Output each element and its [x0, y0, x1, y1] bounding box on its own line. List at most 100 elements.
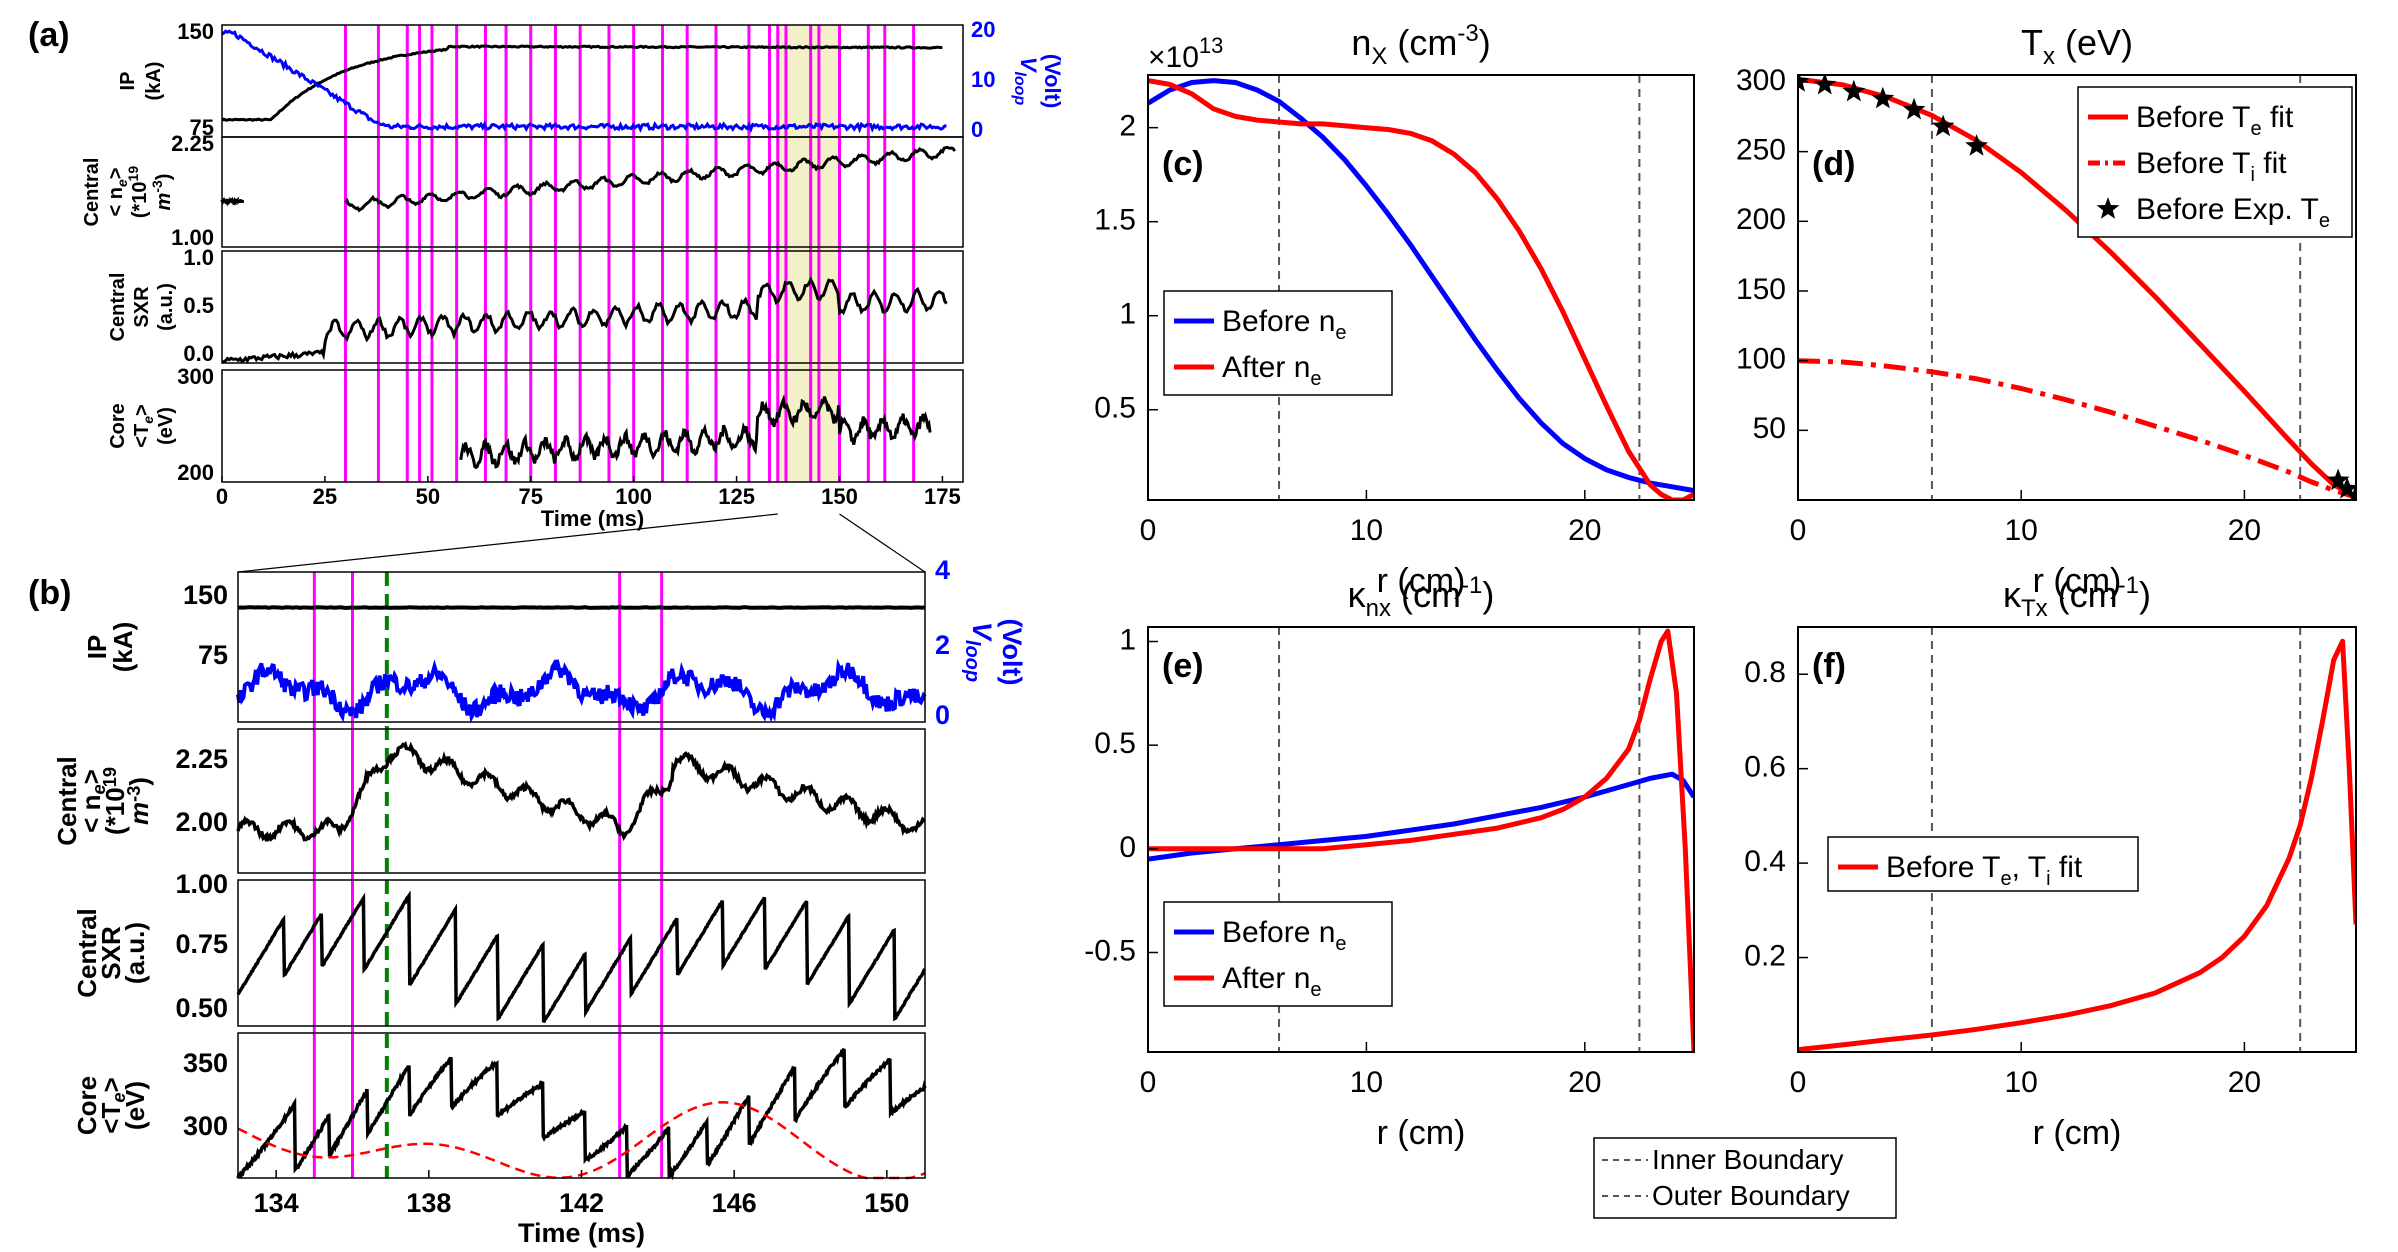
ytick-label: 75 [190, 115, 214, 140]
ytick-label: 0.6 [1744, 751, 1786, 784]
text-span: V [967, 622, 997, 642]
boundary-legend: Inner Boundary Outer Boundary [1593, 1137, 1897, 1219]
y2tick-label: 10 [971, 67, 995, 92]
subplot-frame [237, 879, 926, 1027]
ytick-label: 0.2 [1744, 939, 1786, 972]
text-span: loop [1011, 71, 1028, 105]
data-point-star [1902, 97, 1926, 120]
ytick-label: 0.4 [1744, 845, 1786, 878]
y-axis-label: < ne> [76, 769, 109, 833]
xtick-label: 0 [1790, 1066, 1807, 1099]
text-span: fit [2262, 101, 2294, 134]
y2-axis-unit: (Volt) [997, 619, 1027, 686]
xtick-label: 75 [519, 484, 543, 509]
ytick-label: 0 [1119, 831, 1136, 864]
text-span: , T [2012, 851, 2046, 884]
xtick-label: 150 [821, 484, 858, 509]
legend-label: Before ne [1222, 916, 1347, 955]
legend-label: After ne [1222, 962, 1322, 1001]
y-axis-label: Central [72, 908, 102, 998]
text-span: (*10 [129, 181, 151, 218]
y-axis-unit: m-3) [124, 777, 154, 825]
panel-label: (e) [1162, 647, 1204, 685]
xtick-label: 10 [2005, 1066, 2038, 1099]
ytick-label: 250 [1736, 134, 1786, 167]
ytick-label: 0.75 [175, 929, 228, 959]
y-axis-label: <Te> [96, 1077, 129, 1133]
y-axis-unit: (a.u.) [120, 922, 150, 984]
legend-label: Outer Boundary [1652, 1180, 1850, 1211]
legend-label: Before Te fit [2136, 101, 2294, 140]
panel-label: (f) [1812, 647, 1846, 685]
text-span: κ [2003, 574, 2022, 615]
xtick-label: 146 [712, 1188, 757, 1218]
sxr-trace [221, 276, 948, 364]
text-span: (a) [28, 16, 70, 54]
ytick-label: 300 [177, 364, 214, 389]
vloop-trace [221, 29, 947, 134]
subplot-frame [221, 24, 964, 138]
y2-axis-unit: (Volt) [1040, 54, 1065, 109]
text-span: V [1016, 57, 1041, 74]
ytick-label: 100 [1736, 343, 1786, 376]
text-span: ) [1479, 22, 1491, 63]
text-span: m [153, 193, 175, 211]
text-span: -1 [2118, 572, 2139, 599]
subplot-frame [237, 728, 926, 874]
axes-frame [1797, 74, 2357, 501]
te-trace [236, 1047, 927, 1181]
ytick-label: 350 [183, 1048, 228, 1078]
xtick-label: 175 [924, 484, 961, 509]
text-span: e [140, 416, 156, 424]
xtick-label: 20 [2228, 1066, 2261, 1099]
ytick-label: 150 [183, 580, 228, 610]
axes-title: κnx (cm-1) [1348, 572, 1495, 622]
ytick-label: 0.5 [1094, 727, 1136, 760]
text-span: e [1310, 979, 1321, 1001]
zoom-connector [237, 513, 778, 573]
x-axis-label: r (cm) [2033, 562, 2122, 600]
text-span: e [1310, 368, 1321, 390]
text-span: <T [131, 424, 153, 448]
xtick-label: 0 [1790, 514, 1807, 547]
legend-box [1163, 901, 1393, 1007]
y-axis-unit: (kA) [108, 622, 138, 673]
legend-label: Before ne [1222, 305, 1347, 344]
text-span: m [124, 802, 154, 825]
axis-exponent: ×1013 [1148, 33, 1223, 74]
text-span: ) [1482, 574, 1494, 615]
text-span: Before Exp. T [2136, 193, 2319, 226]
y-axis-unit: (eV) [155, 407, 177, 445]
y-axis-unit: m-3) [149, 174, 175, 211]
text-span: nx [1366, 595, 1391, 622]
x-axis-label: r (cm) [2033, 1114, 2122, 1152]
axes-frame [1147, 74, 1695, 501]
text-span: (eV) [2055, 22, 2133, 63]
text-span: (*10 [100, 787, 130, 835]
ytick-label: 0.0 [183, 341, 214, 366]
subplot-frame [221, 136, 964, 248]
text-span: e [1335, 933, 1346, 955]
xtick-label: 20 [1568, 514, 1601, 547]
series-group [1148, 78, 1694, 500]
text-span: After n [1222, 962, 1310, 995]
text-span: > [131, 404, 153, 416]
ne-trace [344, 145, 957, 213]
series-line [1148, 78, 1694, 500]
y-axis-unit: (*1019 [125, 166, 151, 218]
text-span: κ [1348, 574, 1367, 615]
zoom-connector [839, 513, 926, 573]
legend: Before Te, Ti fit [1827, 836, 2139, 892]
text-span: fit [2051, 851, 2083, 884]
ytick-label: 0.8 [1744, 656, 1786, 689]
text-span: i [2251, 164, 2255, 186]
panel-label: (c) [1162, 145, 1204, 183]
data-point-star [1842, 79, 1866, 102]
legend-box [1827, 836, 2139, 892]
data-point-star [1871, 86, 1895, 109]
